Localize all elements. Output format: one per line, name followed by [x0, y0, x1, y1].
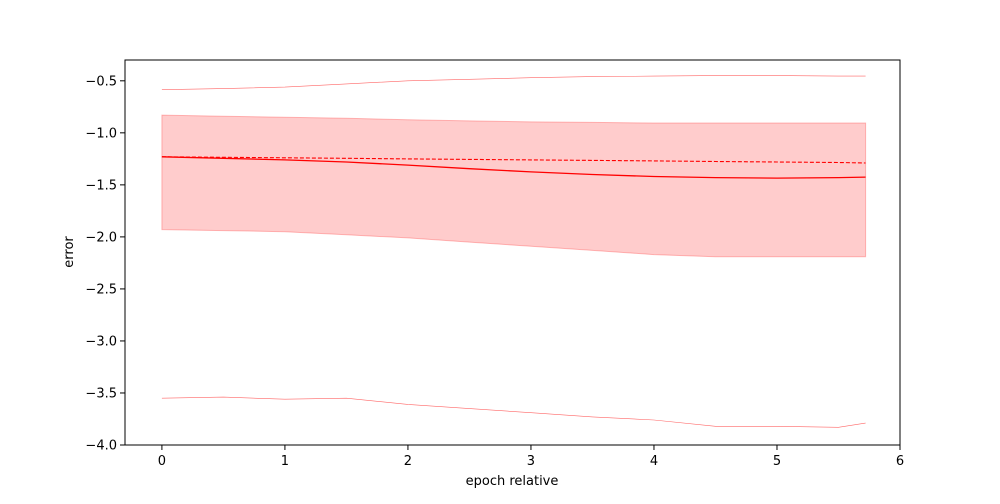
std-band-area	[161, 114, 867, 258]
x-tick-label: 2	[404, 454, 412, 469]
x-axis-ticks: 0 1 2 3 4 5 6	[158, 445, 904, 469]
y-tick-label: −2.0	[85, 230, 117, 245]
y-tick-label: −3.5	[85, 386, 117, 401]
x-tick-label: 5	[773, 454, 781, 469]
y-tick-label: −4.0	[85, 439, 117, 454]
y-tick-label: −3.0	[85, 334, 117, 349]
series-layer	[161, 75, 866, 428]
band-layer	[161, 114, 867, 258]
y-tick-label: −1.0	[85, 126, 117, 141]
x-tick-label: 1	[281, 454, 289, 469]
x-tick-label: 6	[896, 454, 904, 469]
x-tick-label: 0	[158, 454, 166, 469]
y-axis-ticks: −4.0 −3.5 −3.0 −2.5 −2.0 −1.5 −1.0 −0.5	[85, 74, 125, 454]
x-tick-label: 4	[650, 454, 658, 469]
y-axis-label: error	[62, 236, 77, 268]
series-line-mean	[161, 156, 866, 179]
plot-frame	[124, 59, 901, 446]
x-axis-label: epoch relative	[466, 474, 559, 489]
y-tick-label: −1.5	[85, 178, 117, 193]
y-tick-label: −0.5	[85, 74, 117, 89]
series-line-reference	[161, 156, 866, 164]
x-tick-label: 3	[527, 454, 535, 469]
series-line-min	[161, 396, 866, 428]
y-tick-label: −2.5	[85, 282, 117, 297]
series-line-max	[161, 75, 866, 90]
